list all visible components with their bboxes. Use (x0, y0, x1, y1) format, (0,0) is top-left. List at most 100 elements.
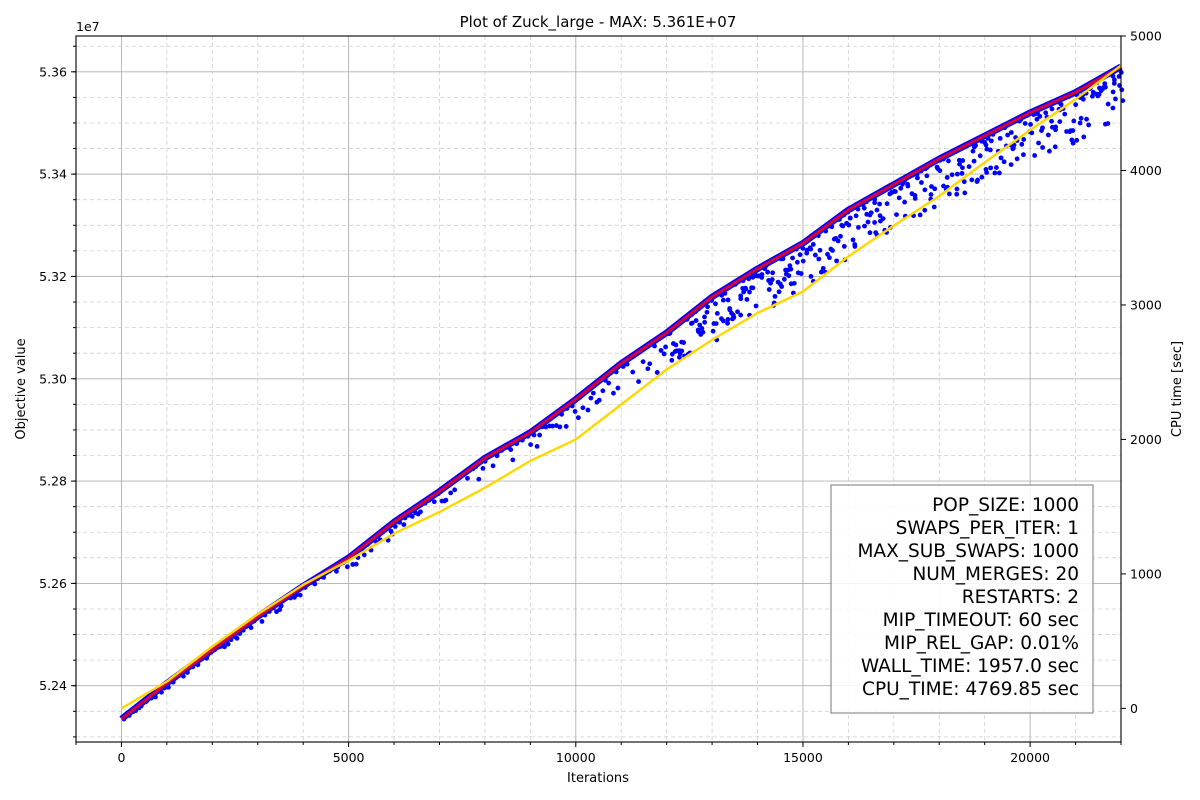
legend-line: RESTARTS: 2 (962, 587, 1079, 608)
population-point (1028, 121, 1033, 127)
legend-line: MAX_SUB_SWAPS: 1000 (857, 541, 1079, 562)
population-point (872, 220, 877, 225)
legend-line: CPU_TIME: 4769.85 sec (862, 679, 1079, 700)
population-point (874, 207, 880, 213)
population-point (1022, 121, 1028, 126)
population-point (714, 311, 720, 316)
population-point (1008, 162, 1014, 168)
legend-line: MIP_TIMEOUT: 60 sec (883, 610, 1079, 631)
y2-tick-label: 0 (1130, 701, 1138, 716)
plot-area (119, 63, 1126, 722)
population-point (816, 256, 822, 262)
population-point (772, 293, 778, 299)
population-point (721, 318, 726, 324)
legend-box (830, 484, 1094, 714)
population-point (1053, 124, 1059, 130)
population-point (537, 432, 543, 438)
population-point (753, 303, 759, 309)
population-point (679, 339, 685, 345)
y-axis-label: Objective value (14, 338, 29, 439)
legend-line: WALL_TIME: 1957.0 sec (861, 656, 1079, 677)
population-point (962, 190, 968, 196)
population-point (902, 199, 907, 205)
population-point (969, 177, 975, 183)
population-point (448, 490, 454, 496)
population-point (800, 258, 806, 264)
population-point (744, 297, 750, 302)
population-point (928, 192, 934, 197)
cpu-time-line (120, 64, 1122, 710)
population-point (808, 246, 814, 252)
population-point (786, 273, 792, 279)
population-point (409, 513, 415, 519)
population-point (987, 147, 993, 153)
population-point (915, 175, 920, 181)
population-point (776, 289, 782, 295)
y2-tick-label: 1000 (1130, 566, 1162, 581)
population-point (1049, 118, 1054, 124)
population-point (766, 287, 772, 292)
population-point (550, 423, 555, 429)
population-point (1052, 144, 1058, 150)
population-point (600, 388, 606, 394)
population-point (725, 297, 731, 303)
population-point (1062, 111, 1068, 117)
population-point (1045, 132, 1051, 138)
x-tick-label: 0 (117, 750, 125, 765)
population-point (852, 242, 858, 247)
population-point (1081, 134, 1087, 140)
population-point (946, 158, 951, 164)
population-point (727, 307, 733, 313)
legend-line: SWAPS_PER_ITER: 1 (896, 518, 1079, 539)
population-point (596, 397, 602, 403)
population-point (794, 259, 800, 265)
population-point (977, 153, 983, 159)
population-point (917, 212, 923, 218)
population-point (350, 562, 356, 567)
population-point (971, 158, 977, 164)
population-point (873, 230, 879, 236)
population-point (528, 442, 534, 447)
y-tick-label: 5.36 (39, 64, 67, 79)
y2-tick-label: 5000 (1130, 29, 1162, 44)
population-point (919, 180, 924, 185)
population-point (818, 269, 824, 275)
population-point (588, 395, 594, 401)
population-point (1084, 116, 1089, 122)
population-point (961, 179, 967, 185)
population-point (992, 170, 998, 176)
population-point (798, 271, 804, 276)
x-tick-label: 15000 (783, 750, 823, 765)
population-point (922, 187, 928, 193)
population-point (1032, 153, 1038, 158)
population-point (966, 164, 972, 170)
y-tick-label: 5.24 (39, 678, 67, 693)
population-point (575, 415, 581, 421)
population-point (1086, 122, 1092, 128)
population-point (1113, 96, 1118, 102)
population-point (998, 155, 1004, 161)
population-point (1080, 96, 1086, 102)
population-point (702, 319, 708, 325)
population-point (585, 407, 591, 413)
population-point (931, 204, 937, 210)
population-point (769, 277, 775, 282)
population-point (817, 247, 823, 253)
population-point (710, 328, 716, 334)
population-point (957, 161, 962, 167)
population-point (679, 348, 685, 354)
population-point (808, 273, 814, 279)
population-point (672, 349, 678, 354)
population-point (1019, 141, 1025, 147)
legend-line: NUM_MERGES: 20 (912, 564, 1079, 585)
population-point (797, 252, 803, 258)
population-point (277, 607, 283, 612)
population-point (954, 191, 960, 197)
population-point (896, 195, 902, 201)
plot-frame (75, 35, 1122, 743)
population-point (705, 304, 710, 310)
population-point (1049, 106, 1055, 112)
population-point (1095, 93, 1101, 99)
population-point (743, 285, 748, 291)
